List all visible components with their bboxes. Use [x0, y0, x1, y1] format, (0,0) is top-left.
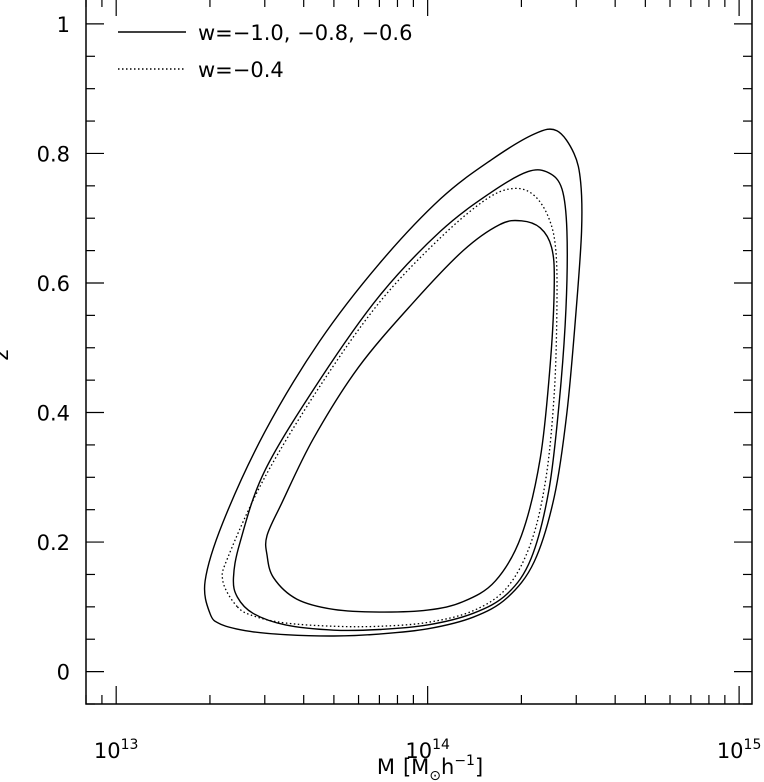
contour-solid-0 [203, 128, 583, 637]
y-tick-label: 0 [57, 661, 70, 685]
plot-frame [85, 0, 753, 705]
minor-ticks [85, 0, 752, 705]
major-ticks [86, 0, 752, 704]
y-tick-label: 0.6 [37, 272, 70, 296]
tick-labels: 0 0.2 0.4 0.6 0.8 1 1013 1014 1015 [37, 13, 762, 763]
x-axis-label: M [M⊙h−1] [377, 753, 483, 782]
y-axis-label: z [0, 349, 13, 360]
legend-label-solid: w=−1.0, −0.8, −0.6 [198, 21, 412, 45]
legend: w=−1.0, −0.8, −0.6 w=−0.4 [118, 21, 412, 82]
contour-solid-1 [232, 169, 568, 632]
x-tick-label: 1013 [94, 737, 139, 763]
legend-label-dotted: w=−0.4 [198, 58, 284, 82]
x-tick-label: 1015 [717, 737, 762, 763]
y-tick-label: 1 [57, 13, 70, 37]
y-tick-label: 0.4 [37, 402, 70, 426]
contour-solid-2 [264, 219, 556, 613]
contour-dotted-3 [221, 187, 558, 628]
y-tick-label: 0.2 [37, 531, 70, 555]
y-tick-label: 0.8 [37, 142, 70, 166]
series-layer [203, 128, 583, 637]
x-tick-label: 1014 [405, 737, 450, 763]
